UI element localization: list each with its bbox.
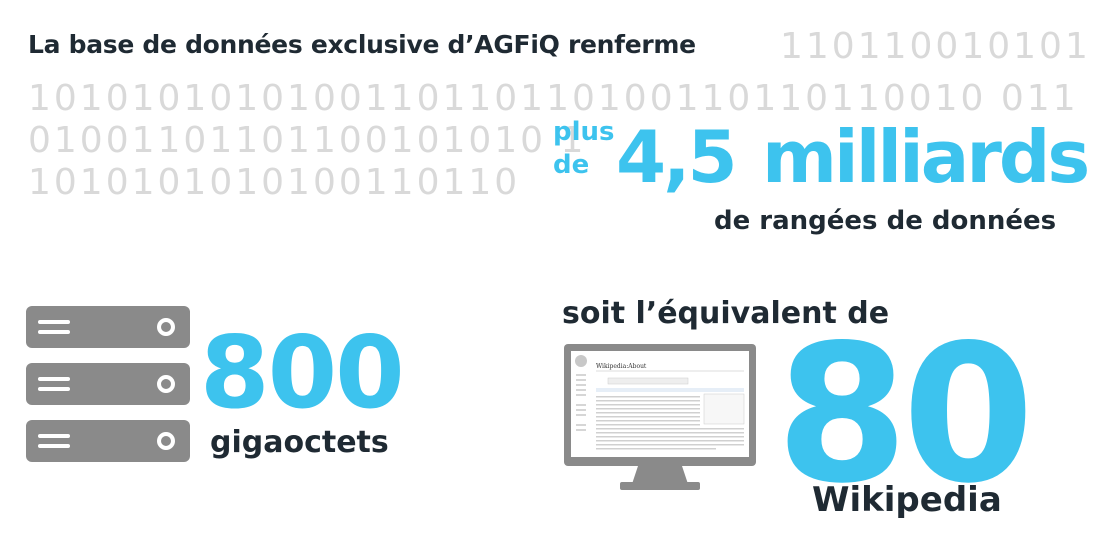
server-icon	[26, 306, 192, 470]
rows-prefix-de: de	[553, 150, 590, 180]
rows-number: 4,5	[616, 115, 738, 199]
binary-row-2: 01001101101100101010 1	[28, 120, 587, 161]
binary-row-1: 1010101010100110110110100110110110010 01…	[28, 78, 1079, 119]
computer-monitor-icon: Wikipedia:About	[564, 344, 760, 496]
binary-row-3: 1010101010100110110	[28, 162, 521, 203]
equivalent-intro: soit l’équivalent de	[562, 296, 890, 331]
rows-label: de rangées de données	[714, 206, 1057, 236]
storage-label: gigaoctets	[210, 425, 389, 460]
equivalent-label: Wikipedia	[812, 480, 1002, 520]
binary-row-0: 110110010101	[780, 26, 1091, 67]
rows-unit: milliards	[762, 115, 1090, 199]
rows-prefix-plus: plus	[553, 117, 615, 147]
headline: La base de données exclusive d’AGFiQ ren…	[28, 30, 696, 59]
wiki-page-title: Wikipedia:About	[596, 363, 647, 370]
equivalent-value: 80	[776, 304, 1034, 525]
storage-value: 800	[200, 314, 405, 431]
